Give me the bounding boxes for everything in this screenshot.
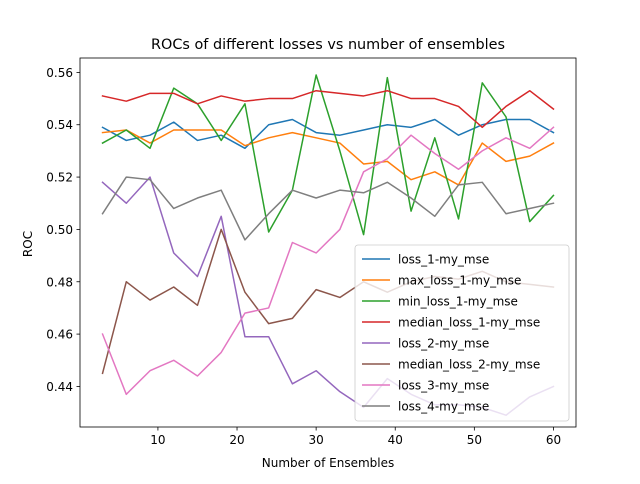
legend-label-min_loss_1-my_mse: min_loss_1-my_mse [398,295,518,309]
series-line-min_loss_1-my_mse [101,74,555,236]
legend-box [354,244,570,422]
legend-label-loss_2-my_mse: loss_2-my_mse [398,337,489,351]
y-axis-label: ROC [21,231,35,257]
legend-label-median_loss_1-my_mse: median_loss_1-my_mse [398,316,540,330]
plot-frame [79,57,577,428]
legend-label-loss_4-my_mse: loss_4-my_mse [398,400,489,414]
legend-label-loss_1-my_mse: loss_1-my_mse [398,253,489,267]
x-axis-label: Number of Ensembles [262,456,395,470]
x-tick-label: 40 [388,433,403,447]
series-line-median_loss_1-my_mse [101,89,555,129]
x-tick-label: 50 [467,433,482,447]
series-line-loss_1-my_mse [101,118,555,150]
y-tick-label: 0.44 [46,380,73,394]
y-tick-label: 0.54 [46,118,73,132]
x-tick-label: 20 [229,433,244,447]
axes-layer: 10 20 30 40 50 60 0.44 0.46 0.48 0.50 0.52 0.54 0.56 [46,57,577,447]
series-line-loss_4-my_mse [101,176,555,241]
legend-label-max_loss_1-my_mse: max_loss_1-my_mse [398,274,521,288]
legend-label-median_loss_2-my_mse: median_loss_2-my_mse [398,358,540,372]
x-tick-label: 10 [150,433,165,447]
legend: loss_1-my_mse max_loss_1-my_mse min_loss_1… [354,244,570,422]
chart-title: ROCs of different losses vs number of en… [151,37,505,53]
legend-label-loss_3-my_mse: loss_3-my_mse [398,379,489,393]
y-tick-label: 0.48 [46,275,73,289]
y-tick-label: 0.56 [46,66,73,80]
y-tick-label: 0.46 [46,328,73,342]
x-tick-label: 30 [308,433,323,447]
x-tick-label: 60 [546,433,561,447]
series-line-loss_3-my_mse [101,126,555,396]
series-line-max_loss_1-my_mse [101,129,555,186]
y-tick-label: 0.50 [46,223,73,237]
y-tick-label: 0.52 [46,171,73,185]
